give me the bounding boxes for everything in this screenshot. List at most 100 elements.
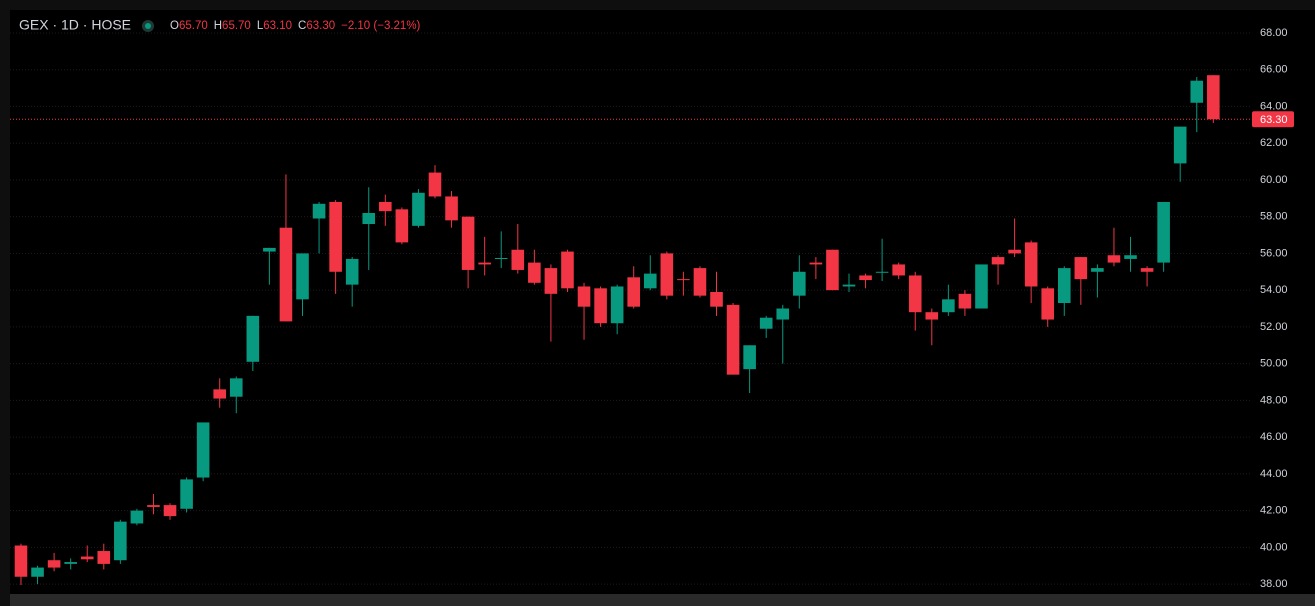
y-tick-label: 66.00 bbox=[1260, 64, 1288, 76]
y-tick-label: 58.00 bbox=[1260, 211, 1288, 223]
y-tick-label: 68.00 bbox=[1260, 27, 1288, 39]
candle-body bbox=[859, 275, 872, 281]
bottom-bar bbox=[10, 594, 1315, 606]
candle-body bbox=[31, 567, 44, 577]
y-tick-label: 48.00 bbox=[1260, 394, 1288, 406]
change: −2.10 (−3.21%) bbox=[341, 20, 420, 32]
candle-body bbox=[1074, 257, 1088, 280]
candle-body bbox=[577, 286, 591, 307]
candle-body bbox=[1140, 268, 1154, 272]
candle-body bbox=[263, 247, 276, 252]
candle-body bbox=[544, 268, 558, 294]
candle-body bbox=[759, 317, 773, 329]
candle-body bbox=[1190, 80, 1204, 103]
candles bbox=[14, 75, 1220, 586]
candle-body bbox=[1124, 255, 1137, 259]
legend: GEX · 1D · HOSE O65.70 H65.70 L63.10 C63.30… bbox=[19, 17, 421, 33]
candle-body bbox=[842, 284, 856, 287]
candle-body bbox=[776, 308, 790, 320]
candle-body bbox=[213, 389, 226, 399]
candle-body bbox=[329, 201, 342, 272]
ohlc-legend: O65.70 H65.70 L63.10 C63.30 −2.10 (−3.21%) bbox=[170, 20, 421, 32]
candle-body bbox=[478, 262, 491, 265]
candle-body bbox=[80, 556, 94, 560]
candle-body bbox=[130, 510, 144, 524]
candle-body bbox=[362, 212, 376, 225]
candle-body bbox=[445, 196, 458, 221]
candle-body bbox=[494, 257, 508, 259]
ohlc-key: O bbox=[170, 20, 179, 32]
candle-body bbox=[1173, 126, 1187, 164]
candle-body bbox=[428, 172, 442, 197]
candle-body bbox=[610, 286, 624, 324]
last-price-label: 63.30 bbox=[1260, 114, 1288, 126]
candle-body bbox=[826, 249, 839, 291]
candle-body bbox=[395, 209, 409, 243]
candle-body bbox=[14, 545, 28, 577]
candle-body bbox=[147, 505, 160, 507]
candle-body bbox=[1107, 255, 1121, 263]
candle-body bbox=[908, 275, 922, 313]
candle-body bbox=[412, 192, 425, 226]
candle-body bbox=[246, 315, 260, 362]
plot-background bbox=[10, 10, 1315, 594]
candle-body bbox=[809, 262, 823, 265]
candle-body bbox=[1008, 249, 1021, 254]
candle-body bbox=[875, 271, 889, 273]
candle-body bbox=[627, 277, 641, 307]
candle-body bbox=[942, 299, 955, 313]
candle-body bbox=[1057, 268, 1071, 304]
candle-body bbox=[511, 249, 525, 270]
y-tick-label: 46.00 bbox=[1260, 431, 1288, 443]
candle-body bbox=[975, 264, 988, 309]
ohlc-value: 63.30 bbox=[306, 20, 335, 32]
candle-body bbox=[1207, 75, 1220, 120]
y-tick-label: 64.00 bbox=[1260, 100, 1288, 112]
price-axis: 38.00 40.00 42.00 44.00 46.00 48.00 50.00 52.00… bbox=[10, 27, 1294, 590]
candle-body bbox=[296, 253, 309, 300]
ohlc-key: L bbox=[257, 20, 264, 32]
candle-body bbox=[196, 422, 210, 478]
y-tick-label: 60.00 bbox=[1260, 174, 1288, 186]
candle-body bbox=[1157, 201, 1170, 263]
candle-body bbox=[528, 262, 541, 283]
candle-body bbox=[345, 258, 359, 285]
candle-body bbox=[743, 345, 756, 370]
candle-body bbox=[1041, 288, 1055, 320]
y-tick-label: 50.00 bbox=[1260, 358, 1288, 370]
candle-body bbox=[594, 288, 607, 324]
candle-body bbox=[229, 378, 243, 397]
candle-body bbox=[1024, 242, 1038, 287]
candle-body bbox=[114, 521, 127, 561]
candle-body bbox=[793, 271, 806, 296]
y-tick-label: 44.00 bbox=[1260, 468, 1288, 480]
candle-body bbox=[279, 227, 293, 322]
ohlc-key: C bbox=[298, 20, 306, 32]
candle-body bbox=[643, 273, 657, 289]
status-dot bbox=[145, 23, 151, 29]
y-tick-label: 42.00 bbox=[1260, 505, 1288, 517]
ohlc-value: 65.70 bbox=[222, 20, 251, 32]
y-tick-label: 40.00 bbox=[1260, 541, 1288, 553]
candle-body bbox=[561, 251, 574, 289]
candle-body bbox=[312, 203, 326, 219]
candle-body bbox=[925, 312, 939, 320]
y-tick-label: 54.00 bbox=[1260, 284, 1288, 296]
candle-body bbox=[991, 257, 1005, 265]
candle-body bbox=[180, 479, 193, 509]
candle-body bbox=[1091, 268, 1104, 272]
candle-body bbox=[677, 279, 690, 281]
symbol: GEX · 1D · HOSE bbox=[19, 17, 131, 33]
ohlc-value: 63.10 bbox=[263, 20, 292, 32]
candle-body bbox=[97, 551, 111, 564]
candle-body bbox=[693, 268, 707, 296]
candle-body bbox=[660, 253, 674, 296]
candle-body bbox=[958, 293, 972, 309]
candle-body bbox=[163, 505, 177, 517]
last-price-tag bbox=[1252, 111, 1294, 128]
candle-body bbox=[892, 264, 905, 276]
candle-body bbox=[710, 291, 723, 307]
ohlc-value: 65.70 bbox=[179, 20, 208, 32]
